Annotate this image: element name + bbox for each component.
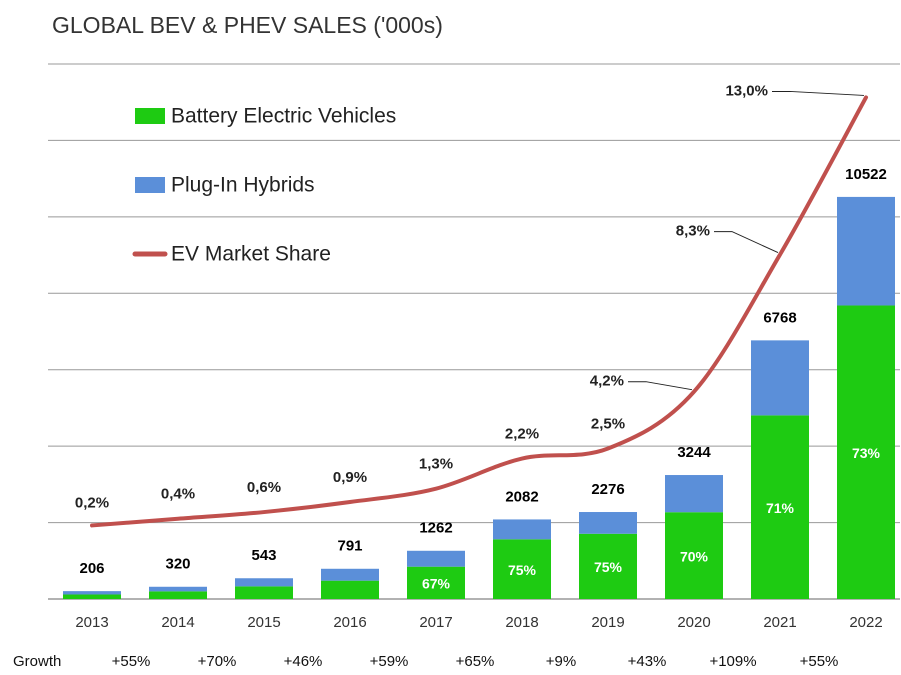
legend-swatch [135,177,165,193]
share-label: 73% [852,445,881,461]
x-tick-label: 2014 [161,614,194,631]
line-label: 1,3% [419,456,453,473]
legend-label: Battery Electric Vehicles [171,105,396,128]
x-tick-label: 2022 [849,614,882,631]
line-label: 8,3% [676,223,710,240]
growth-value: +55% [112,653,151,670]
x-tick-label: 2017 [419,614,452,631]
bar-segment [321,580,379,599]
share-label: 75% [594,559,623,575]
x-tick-label: 2020 [677,614,710,631]
line-label: 2,5% [591,416,625,433]
growth-value: +59% [370,653,409,670]
bar-segment [149,591,207,599]
leader-line [772,90,865,96]
bar-segment [235,578,293,587]
total-label: 543 [251,547,276,564]
growth-value: +55% [800,653,839,670]
bar-segment [63,594,121,599]
growth-label: Growth [13,653,61,670]
share-label: 67% [422,576,451,592]
leader-line [714,231,779,254]
total-label: 1262 [419,520,452,537]
x-tick-label: 2013 [75,614,108,631]
share-label: 75% [508,562,537,578]
growth-value: +70% [198,653,237,670]
share-label: 70% [680,548,709,564]
total-label: 2276 [591,481,624,498]
legend-label: Plug-In Hybrids [171,174,315,197]
bar-segment [407,566,465,599]
x-tick-label: 2018 [505,614,538,631]
share-label: 71% [766,500,795,516]
bar-segment [751,415,809,599]
total-label: 2082 [505,488,538,505]
x-tick-label: 2019 [591,614,624,631]
line-label: 0,2% [75,494,109,511]
bar-segment [149,586,207,592]
line-label: 2,2% [505,426,539,443]
bar-segment [837,196,895,306]
line-label: 0,6% [247,479,281,496]
total-label: 3244 [677,444,711,461]
total-label: 206 [79,560,104,577]
total-label: 10522 [845,166,887,183]
growth-value: +43% [628,653,667,670]
line-label: 0,9% [333,469,367,486]
market-share-line [90,95,868,528]
bar-segment [63,591,121,595]
total-label: 791 [337,538,362,555]
bar-segment [321,568,379,581]
growth-value: +109% [709,653,756,670]
total-label: 6768 [763,309,796,326]
bar-segment [579,512,637,534]
chart-title: GLOBAL BEV & PHEV SALES ('000s) [52,12,443,38]
bar-segment [235,586,293,599]
bar-segment [407,550,465,567]
bar-segment [493,539,551,599]
line-label: 13,0% [725,82,768,99]
x-tick-label: 2021 [763,614,796,631]
x-tick-label: 2015 [247,614,280,631]
legend-label: EV Market Share [171,243,331,266]
bar-segment [837,305,895,599]
leader-line [628,381,693,391]
bar-segment [579,533,637,599]
x-tick-label: 2016 [333,614,366,631]
line-label: 4,2% [590,373,624,390]
legend-swatch [135,108,165,124]
bar-segment [665,512,723,599]
growth-value: +65% [456,653,495,670]
growth-value: +46% [284,653,323,670]
bar-segment [493,519,551,540]
bar-segment [751,340,809,416]
line-label: 0,4% [161,486,195,503]
growth-value: +9% [546,653,576,670]
bar-segment [665,475,723,513]
total-label: 320 [165,556,190,573]
